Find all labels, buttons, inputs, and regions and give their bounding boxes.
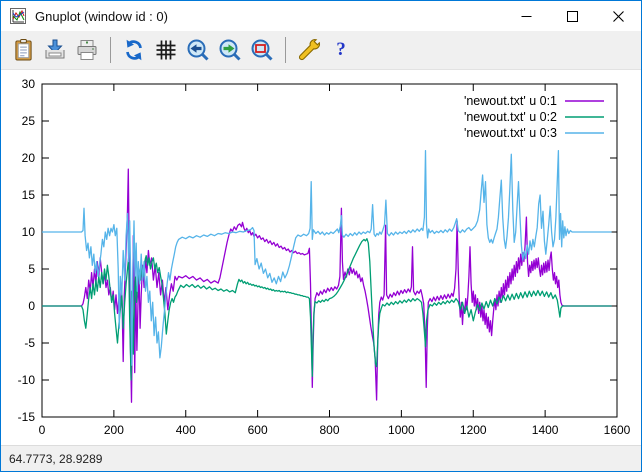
options-button[interactable] — [294, 35, 324, 65]
autoscale-button[interactable] — [247, 35, 277, 65]
legend-label: 'newout.txt' u 0:3 — [464, 126, 557, 140]
gnuplot-window: Gnuplot (window id : 0) — [0, 0, 642, 472]
toolbar-separator — [285, 37, 286, 63]
status-bar: 64.7773, 28.9289 — [1, 445, 641, 472]
zoom-previous-icon — [186, 38, 210, 62]
toolbar-separator — [110, 37, 111, 63]
y-axis-label: -10 — [18, 373, 36, 387]
close-button[interactable] — [595, 1, 641, 31]
grid-icon — [155, 39, 177, 61]
window-title: Gnuplot (window id : 0) — [35, 9, 168, 24]
y-axis-label: 20 — [22, 151, 36, 165]
legend-label: 'newout.txt' u 0:2 — [464, 110, 557, 124]
legend-label: 'newout.txt' u 0:1 — [464, 94, 557, 108]
toolbar: ? — [1, 31, 641, 70]
wrench-icon — [297, 38, 321, 62]
minimize-icon — [521, 11, 532, 22]
caption-buttons — [503, 1, 641, 31]
x-axis-label: 1600 — [604, 423, 631, 437]
x-axis-label: 600 — [248, 423, 268, 437]
y-axis-label: 30 — [22, 77, 36, 91]
series-line — [42, 239, 612, 380]
x-axis-label: 1000 — [388, 423, 415, 437]
zoom-next-icon — [218, 38, 242, 62]
maximize-button[interactable] — [549, 1, 595, 31]
y-axis-label: 10 — [22, 225, 36, 239]
zoom-autoscale-icon — [250, 38, 274, 62]
gnuplot-chart: 0 200 400 600 800 1000 1200 1400 1600 -15 -10 -5 0 5 1… — [1, 70, 641, 445]
x-axis-label: 1400 — [532, 423, 559, 437]
plot-canvas[interactable]: 0 200 400 600 800 1000 1200 1400 1600 -15 -10 -5 0 5 1… — [1, 70, 641, 445]
export-image-button[interactable] — [40, 35, 70, 65]
refresh-icon — [122, 38, 146, 62]
x-axis-label: 1200 — [460, 423, 487, 437]
help-button[interactable]: ? — [326, 35, 356, 65]
series-line — [42, 169, 612, 402]
gnuplot-app-icon — [10, 8, 26, 24]
previous-zoom-button[interactable] — [183, 35, 213, 65]
x-axis-label: 200 — [104, 423, 124, 437]
y-axis-label: 25 — [22, 114, 36, 128]
save-icon — [43, 38, 67, 62]
print-button[interactable] — [72, 35, 102, 65]
titlebar[interactable]: Gnuplot (window id : 0) — [1, 1, 641, 31]
minimize-button[interactable] — [503, 1, 549, 31]
y-axis-label: 0 — [28, 299, 35, 313]
y-axis-label: 5 — [28, 262, 35, 276]
printer-icon — [75, 39, 99, 62]
replot-button[interactable] — [119, 35, 149, 65]
copy-to-clipboard-button[interactable] — [8, 35, 38, 65]
y-axis-label: -15 — [18, 410, 36, 424]
close-icon — [613, 11, 624, 22]
x-axis-label: 0 — [39, 423, 46, 437]
cursor-coordinates: 64.7773, 28.9289 — [9, 452, 102, 466]
maximize-icon — [567, 11, 578, 22]
x-axis-label: 800 — [319, 423, 339, 437]
y-axis-label: 15 — [22, 188, 36, 202]
help-icon: ? — [336, 39, 346, 61]
clipboard-icon — [13, 38, 34, 62]
y-axis-label: -5 — [24, 336, 35, 350]
x-axis-label: 400 — [176, 423, 196, 437]
next-zoom-button[interactable] — [215, 35, 245, 65]
toggle-grid-button[interactable] — [151, 35, 181, 65]
